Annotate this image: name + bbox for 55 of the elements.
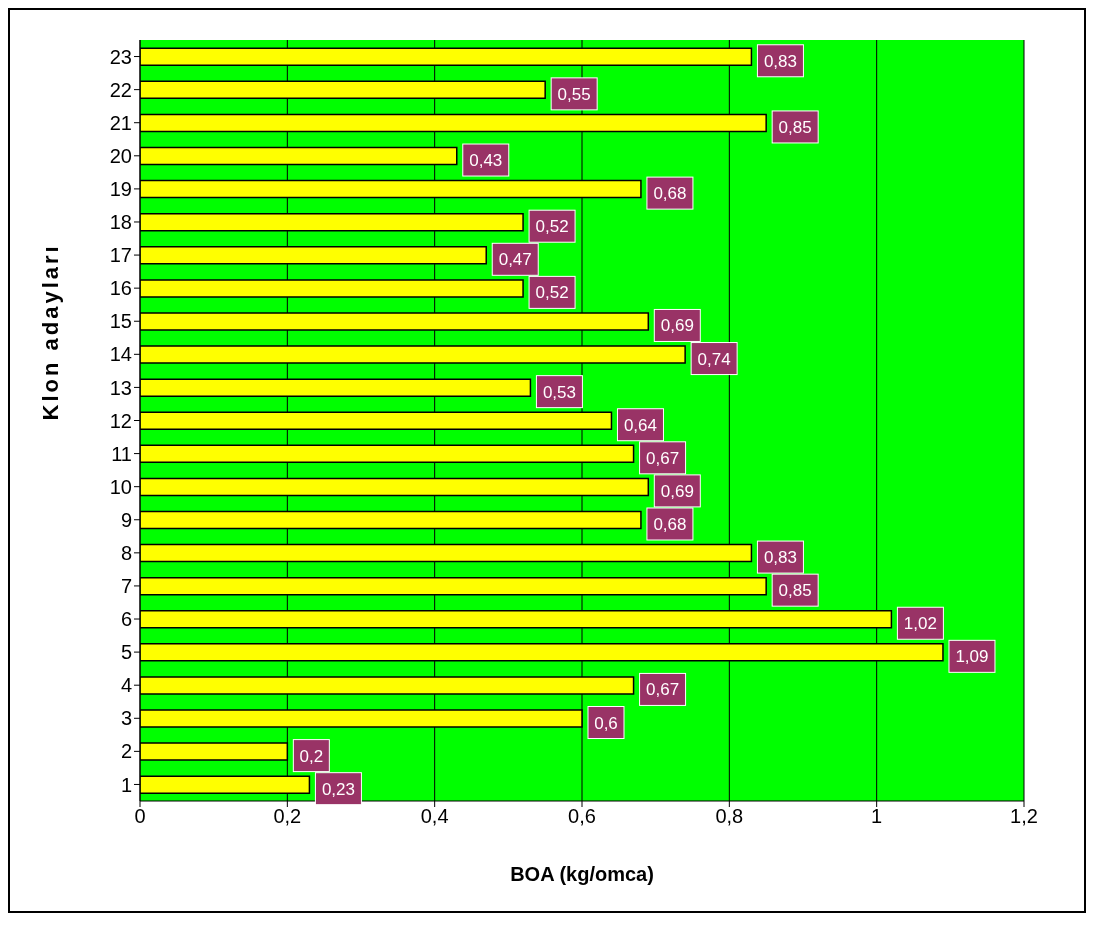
- data-label: 0,64: [623, 415, 658, 435]
- y-tick-label: 9: [120, 508, 132, 531]
- y-tick-label: 13: [109, 376, 132, 399]
- data-label: 0,74: [697, 349, 731, 369]
- y-tick-label: 18: [109, 211, 132, 234]
- data-label: 0,67: [646, 448, 680, 468]
- data-label: 0,6: [594, 713, 618, 733]
- y-tick-label: 7: [120, 575, 132, 598]
- data-label: 0,69: [660, 316, 694, 336]
- x-tick-label: 0,4: [420, 805, 449, 828]
- y-tick-label: 20: [109, 144, 132, 167]
- data-label: 0,69: [660, 481, 694, 501]
- y-tick-label: 11: [111, 442, 132, 465]
- y-tick-label: 1: [120, 773, 132, 796]
- data-label: 0,43: [469, 151, 503, 171]
- y-tick-label: 8: [120, 541, 132, 564]
- data-label: 1,02: [903, 614, 937, 634]
- data-label: 0,83: [763, 548, 797, 568]
- y-tick-label: 2: [120, 740, 132, 763]
- data-label: 1,09: [955, 647, 989, 667]
- data-label: 0,68: [653, 514, 687, 534]
- data-label: 0,47: [498, 250, 532, 270]
- y-tick-label: 6: [120, 608, 132, 631]
- x-tick-label: 1,2: [1010, 805, 1038, 828]
- x-tick-label: 0: [134, 805, 146, 828]
- y-tick-label: 5: [120, 641, 132, 664]
- y-tick-label: 16: [109, 277, 132, 300]
- data-label: 0,67: [646, 680, 680, 700]
- data-label: 0,85: [778, 581, 812, 601]
- x-tick-label: 0,8: [715, 805, 744, 828]
- data-label: 0,55: [557, 84, 591, 104]
- y-tick-label: 21: [109, 111, 132, 134]
- data-label: 0,68: [653, 184, 687, 204]
- data-label: 0,52: [535, 217, 569, 237]
- x-axis-title: BOA (kg/omca): [510, 863, 654, 885]
- y-tick-label: 23: [109, 45, 132, 68]
- y-tick-label: 3: [120, 707, 132, 730]
- data-label: 0,52: [535, 283, 569, 303]
- y-tick-label: 10: [109, 475, 132, 498]
- data-label: 0,85: [778, 117, 812, 137]
- x-tick-label: 0,6: [568, 805, 596, 828]
- y-tick-label: 19: [109, 177, 132, 200]
- x-tick-label: 0,2: [273, 805, 302, 828]
- y-tick-label: 17: [109, 244, 132, 267]
- data-label: 0,83: [763, 51, 797, 71]
- x-tick-label: 1: [871, 805, 883, 828]
- y-tick-label: 4: [120, 674, 132, 697]
- data-label: 0,2: [299, 746, 324, 766]
- y-axis-title: Klon adayları: [37, 243, 63, 421]
- data-label: 0,53: [542, 382, 576, 402]
- data-label: 0,23: [321, 779, 355, 799]
- y-tick-label: 14: [109, 343, 132, 366]
- y-tick-label: 22: [109, 78, 132, 101]
- y-tick-label: 12: [109, 409, 132, 432]
- y-tick-label: 15: [109, 310, 132, 333]
